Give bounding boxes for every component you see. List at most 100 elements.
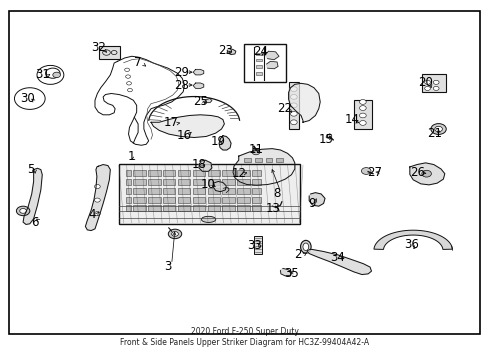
Text: 5: 5 bbox=[27, 163, 35, 176]
Circle shape bbox=[290, 95, 297, 99]
Bar bbox=[244, 158, 251, 162]
Circle shape bbox=[290, 120, 297, 125]
Bar bbox=[222, 188, 234, 194]
Circle shape bbox=[94, 198, 100, 202]
Text: 32: 32 bbox=[91, 41, 106, 54]
Bar bbox=[207, 188, 220, 194]
Text: 23: 23 bbox=[218, 44, 232, 57]
Bar bbox=[255, 158, 261, 162]
Bar bbox=[255, 173, 261, 177]
Text: 26: 26 bbox=[409, 166, 425, 179]
Text: 25: 25 bbox=[193, 95, 207, 108]
Bar bbox=[133, 188, 145, 194]
Bar bbox=[133, 170, 145, 176]
Circle shape bbox=[290, 103, 297, 108]
Circle shape bbox=[359, 121, 366, 125]
Text: 30: 30 bbox=[20, 92, 35, 105]
Bar bbox=[421, 74, 445, 93]
Text: 3: 3 bbox=[164, 260, 171, 273]
Bar bbox=[252, 179, 260, 185]
Bar bbox=[237, 205, 249, 211]
Bar bbox=[265, 158, 272, 162]
Circle shape bbox=[430, 123, 446, 134]
Bar bbox=[178, 179, 190, 185]
Bar bbox=[192, 170, 205, 176]
Polygon shape bbox=[227, 49, 235, 55]
Circle shape bbox=[359, 106, 366, 111]
Text: 19: 19 bbox=[210, 135, 225, 148]
Circle shape bbox=[252, 149, 259, 155]
Polygon shape bbox=[85, 165, 110, 230]
Bar bbox=[222, 197, 234, 203]
Text: 10: 10 bbox=[201, 178, 216, 192]
Bar bbox=[133, 205, 145, 211]
Polygon shape bbox=[213, 181, 226, 192]
Bar bbox=[237, 197, 249, 203]
Polygon shape bbox=[23, 168, 42, 224]
Bar bbox=[126, 170, 131, 176]
Circle shape bbox=[124, 68, 129, 72]
Bar bbox=[244, 166, 251, 170]
Text: 9: 9 bbox=[307, 197, 315, 210]
Bar bbox=[265, 173, 272, 177]
Text: 20: 20 bbox=[417, 76, 432, 89]
Text: 27: 27 bbox=[366, 166, 382, 179]
Bar bbox=[254, 236, 261, 254]
Text: 28: 28 bbox=[173, 78, 188, 91]
Circle shape bbox=[125, 75, 130, 78]
Bar bbox=[222, 205, 234, 211]
Bar bbox=[163, 170, 175, 176]
Bar bbox=[255, 59, 262, 61]
Text: 16: 16 bbox=[177, 129, 192, 142]
Bar bbox=[148, 188, 161, 194]
Circle shape bbox=[94, 212, 100, 216]
Circle shape bbox=[126, 82, 131, 85]
Bar bbox=[192, 205, 205, 211]
Polygon shape bbox=[280, 269, 291, 276]
Circle shape bbox=[20, 208, 26, 213]
Text: 35: 35 bbox=[284, 267, 298, 280]
Circle shape bbox=[424, 86, 429, 90]
Polygon shape bbox=[219, 136, 231, 150]
Circle shape bbox=[359, 100, 366, 104]
Bar bbox=[276, 158, 282, 162]
Bar bbox=[207, 170, 220, 176]
Polygon shape bbox=[199, 160, 211, 171]
Bar bbox=[237, 188, 249, 194]
Text: 22: 22 bbox=[276, 102, 291, 115]
Bar bbox=[148, 170, 161, 176]
Circle shape bbox=[424, 80, 429, 84]
Ellipse shape bbox=[201, 216, 215, 222]
Bar bbox=[255, 166, 261, 170]
Circle shape bbox=[290, 87, 297, 91]
Text: 33: 33 bbox=[247, 239, 262, 252]
Polygon shape bbox=[308, 193, 325, 206]
Bar bbox=[222, 170, 234, 176]
Polygon shape bbox=[409, 163, 444, 185]
Polygon shape bbox=[203, 99, 211, 103]
FancyBboxPatch shape bbox=[239, 169, 255, 176]
Text: 15: 15 bbox=[318, 133, 333, 146]
Bar bbox=[255, 72, 262, 75]
Bar bbox=[237, 179, 249, 185]
Text: 2: 2 bbox=[294, 248, 301, 261]
Bar bbox=[265, 166, 272, 170]
Polygon shape bbox=[193, 69, 203, 75]
Bar bbox=[192, 188, 205, 194]
Polygon shape bbox=[151, 115, 224, 138]
Circle shape bbox=[361, 168, 370, 174]
Bar bbox=[163, 205, 175, 211]
Circle shape bbox=[168, 229, 182, 239]
Bar bbox=[255, 66, 262, 68]
Bar bbox=[252, 197, 260, 203]
Polygon shape bbox=[288, 83, 320, 122]
Polygon shape bbox=[193, 83, 203, 89]
Bar bbox=[178, 197, 190, 203]
Text: 12: 12 bbox=[231, 167, 246, 180]
Bar bbox=[126, 197, 131, 203]
Text: 13: 13 bbox=[265, 202, 280, 215]
Bar bbox=[163, 179, 175, 185]
Circle shape bbox=[171, 231, 178, 236]
Bar bbox=[163, 188, 175, 194]
Bar bbox=[126, 205, 131, 211]
